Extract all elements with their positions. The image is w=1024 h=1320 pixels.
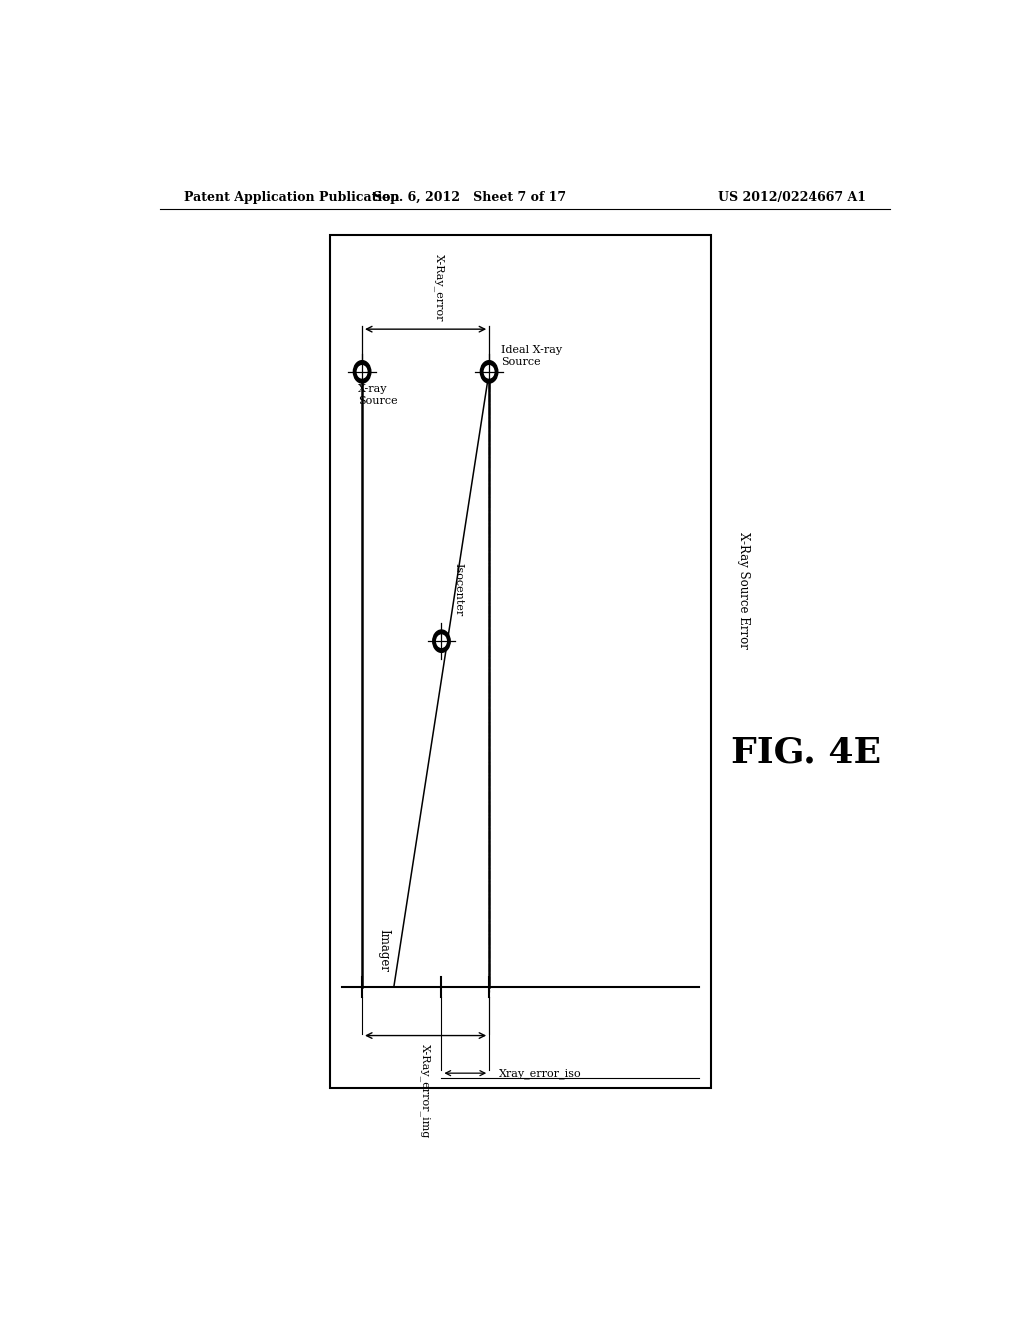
- Text: Xray_error_iso: Xray_error_iso: [499, 1068, 582, 1078]
- Circle shape: [480, 360, 498, 383]
- Circle shape: [436, 635, 446, 647]
- Circle shape: [357, 366, 367, 378]
- Text: Patent Application Publication: Patent Application Publication: [183, 190, 399, 203]
- Text: Imager: Imager: [377, 928, 390, 972]
- Text: Sep. 6, 2012   Sheet 7 of 17: Sep. 6, 2012 Sheet 7 of 17: [373, 190, 566, 203]
- Text: X-Ray_error_img: X-Ray_error_img: [420, 1044, 431, 1138]
- Text: US 2012/0224667 A1: US 2012/0224667 A1: [718, 190, 866, 203]
- Text: Isocenter: Isocenter: [454, 562, 464, 615]
- Text: Ideal X-ray
Source: Ideal X-ray Source: [501, 345, 562, 367]
- Text: X-Ray_error: X-Ray_error: [433, 253, 444, 321]
- Bar: [331, 235, 712, 1089]
- Circle shape: [484, 366, 494, 378]
- Circle shape: [353, 360, 371, 383]
- Circle shape: [433, 630, 451, 652]
- Text: FIG. 4E: FIG. 4E: [731, 737, 882, 770]
- Text: X-Ray Source Error: X-Ray Source Error: [736, 532, 750, 649]
- Text: X-ray
Source: X-ray Source: [358, 384, 397, 405]
